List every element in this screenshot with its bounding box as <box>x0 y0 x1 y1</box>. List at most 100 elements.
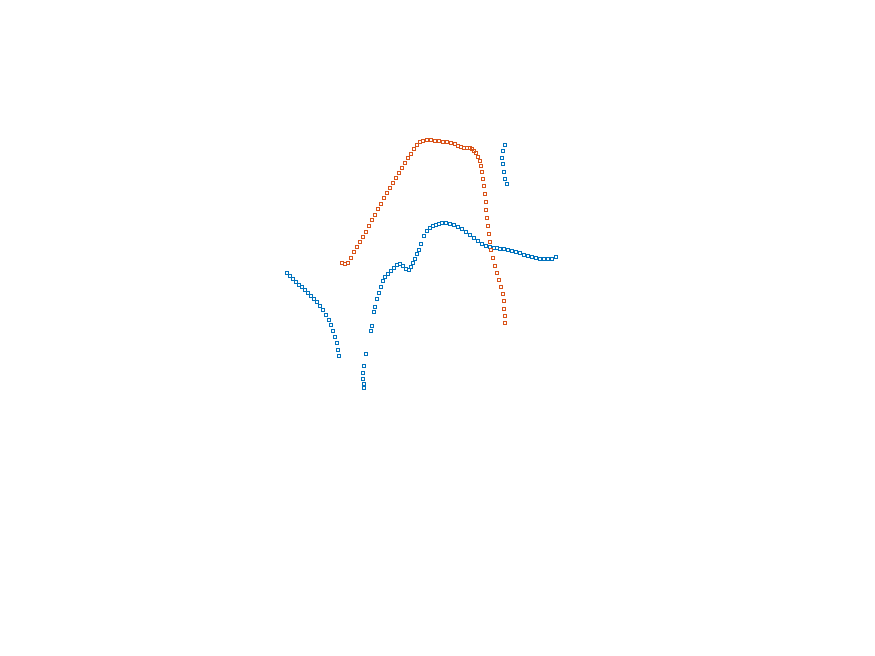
data-point <box>460 227 464 231</box>
data-point <box>382 196 386 200</box>
data-point <box>526 254 530 258</box>
data-point <box>464 230 468 234</box>
data-point <box>372 310 376 314</box>
data-point <box>385 191 389 195</box>
series-1 <box>285 143 558 390</box>
data-point <box>546 257 550 261</box>
data-point <box>538 257 542 261</box>
data-point <box>485 216 489 220</box>
data-point <box>336 348 340 352</box>
data-point <box>406 156 410 160</box>
data-point <box>300 285 304 289</box>
data-point <box>364 352 368 356</box>
data-point <box>288 274 292 278</box>
data-point <box>503 177 507 181</box>
data-point <box>502 170 506 174</box>
data-point <box>425 138 429 142</box>
data-point <box>503 314 507 318</box>
data-point <box>429 138 433 142</box>
data-point <box>315 300 319 304</box>
data-point <box>518 251 522 255</box>
data-point <box>452 223 456 227</box>
data-point <box>445 140 449 144</box>
data-point <box>392 266 396 270</box>
data-point <box>506 248 510 252</box>
data-point <box>554 255 558 259</box>
data-point <box>391 181 395 185</box>
data-point <box>415 252 419 256</box>
data-point <box>370 218 374 222</box>
data-point <box>403 161 407 165</box>
data-point <box>419 242 423 246</box>
data-point <box>440 221 444 225</box>
data-point <box>373 305 377 309</box>
data-point <box>394 176 398 180</box>
data-point <box>456 225 460 229</box>
data-point <box>335 341 339 345</box>
data-point <box>501 149 505 153</box>
data-point <box>333 335 337 339</box>
data-point <box>480 242 484 246</box>
series-2 <box>340 138 507 325</box>
data-point <box>484 244 488 248</box>
data-point <box>417 248 421 252</box>
data-point <box>379 202 383 206</box>
data-point <box>386 272 390 276</box>
data-point <box>514 250 518 254</box>
data-point <box>388 186 392 190</box>
data-point <box>375 297 379 301</box>
data-point <box>448 222 452 226</box>
data-point <box>479 164 483 168</box>
data-point <box>476 239 480 243</box>
data-point <box>503 143 507 147</box>
data-point <box>498 247 502 251</box>
data-point <box>352 250 356 254</box>
data-point <box>501 292 505 296</box>
data-point <box>542 257 546 261</box>
data-point <box>381 279 385 283</box>
data-point <box>500 156 504 160</box>
data-point <box>389 269 393 273</box>
data-point <box>530 255 534 259</box>
data-point <box>422 234 426 238</box>
data-point <box>491 256 495 260</box>
data-point <box>362 382 366 386</box>
data-point <box>331 329 335 333</box>
data-point <box>510 249 514 253</box>
data-point <box>358 240 362 244</box>
data-point <box>355 245 359 249</box>
data-point <box>379 285 383 289</box>
data-point <box>502 247 506 251</box>
data-point <box>324 313 328 317</box>
data-point <box>400 166 404 170</box>
data-point <box>425 229 429 233</box>
data-point <box>534 256 538 260</box>
data-point <box>449 141 453 145</box>
data-point <box>361 371 365 375</box>
data-point <box>486 224 490 228</box>
data-point <box>329 323 333 327</box>
data-point <box>312 297 316 301</box>
data-point <box>478 159 482 163</box>
data-point <box>362 386 366 390</box>
data-point <box>349 256 353 260</box>
data-point <box>550 257 554 261</box>
data-point <box>401 264 405 268</box>
data-point <box>364 230 368 234</box>
data-point <box>484 200 488 204</box>
data-point <box>476 155 480 159</box>
data-point <box>474 151 478 155</box>
data-point <box>413 257 417 261</box>
data-point <box>468 233 472 237</box>
data-point <box>367 224 371 228</box>
data-point <box>285 271 289 275</box>
data-point <box>497 278 501 282</box>
data-point <box>362 364 366 368</box>
data-point <box>412 147 416 151</box>
data-point <box>503 321 507 325</box>
data-point <box>327 318 331 322</box>
data-point <box>444 221 448 225</box>
data-point <box>321 308 325 312</box>
